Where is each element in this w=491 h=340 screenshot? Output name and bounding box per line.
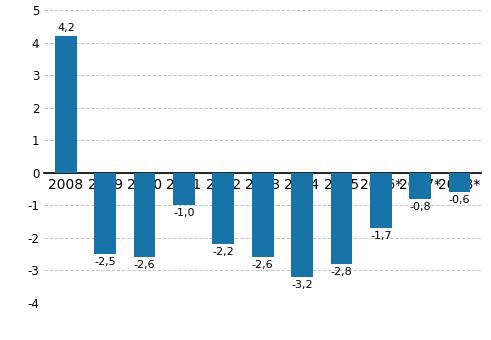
Bar	[55, 36, 77, 173]
Bar	[291, 173, 313, 277]
Text: -3,2: -3,2	[291, 280, 313, 290]
Bar	[213, 173, 234, 244]
Bar	[409, 173, 431, 199]
Text: -2,6: -2,6	[134, 260, 155, 270]
Bar	[252, 173, 273, 257]
Text: 4,2: 4,2	[57, 23, 75, 33]
Bar	[330, 173, 352, 264]
Text: -2,5: -2,5	[94, 257, 116, 267]
Text: -0,6: -0,6	[449, 195, 470, 205]
Bar	[449, 173, 470, 192]
Bar	[173, 173, 195, 205]
Bar	[94, 173, 116, 254]
Text: -1,0: -1,0	[173, 208, 195, 218]
Text: -2,2: -2,2	[213, 248, 234, 257]
Bar	[370, 173, 392, 228]
Bar	[134, 173, 156, 257]
Text: -2,6: -2,6	[252, 260, 273, 270]
Text: -0,8: -0,8	[409, 202, 431, 212]
Text: -2,8: -2,8	[330, 267, 353, 277]
Text: -1,7: -1,7	[370, 231, 392, 241]
